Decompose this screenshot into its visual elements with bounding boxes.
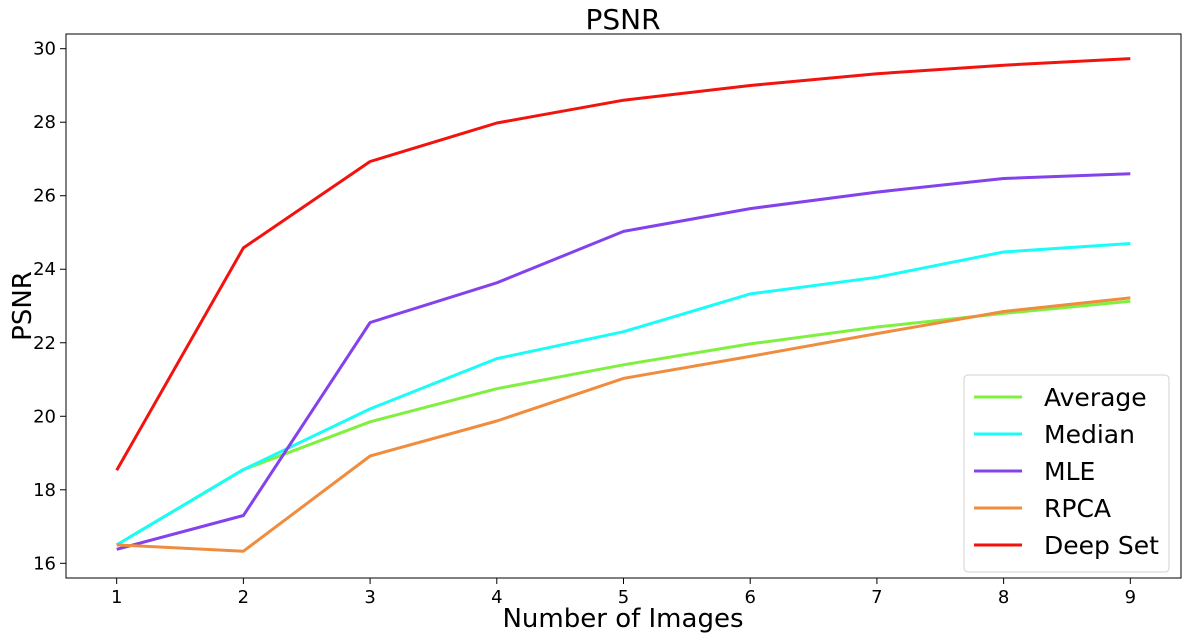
series-line-rpca — [116, 296, 1131, 553]
legend-box — [963, 374, 1170, 573]
x-tick-label: 4 — [491, 587, 502, 608]
x-tick-label: 7 — [871, 587, 882, 608]
y-tick-label: 24 — [33, 259, 56, 280]
y-axis: 16 18 20 22 24 26 28 30 — [33, 39, 66, 574]
y-tick-label: 20 — [33, 406, 56, 427]
x-axis: 1 2 3 4 5 6 7 8 9 — [111, 578, 1136, 608]
y-tick-label: 26 — [33, 186, 56, 207]
legend-label-deep-set: Deep Set — [1044, 531, 1159, 560]
series-line-mle — [116, 172, 1131, 551]
y-tick-label: 22 — [33, 333, 56, 354]
legend-label-median: Median — [1044, 420, 1135, 449]
chart-title: PSNR — [585, 3, 660, 36]
legend-label-average: Average — [1044, 383, 1147, 412]
x-axis-label: Number of Images — [502, 604, 743, 634]
x-tick-label: 9 — [1125, 587, 1136, 608]
plot-area — [115, 57, 1131, 553]
y-axis-label: PSNR — [8, 271, 38, 341]
series-line-deep-set — [115, 57, 1131, 472]
x-tick-label: 8 — [998, 587, 1009, 608]
x-tick-label: 6 — [744, 587, 755, 608]
legend: Average Median MLE RPCA Deep Set — [963, 374, 1170, 573]
y-tick-label: 30 — [33, 39, 56, 60]
x-tick-label: 5 — [618, 587, 629, 608]
y-tick-label: 16 — [33, 553, 56, 574]
y-tick-label: 18 — [33, 480, 56, 501]
x-tick-label: 2 — [238, 587, 249, 608]
y-tick-label: 28 — [33, 112, 56, 133]
legend-label-rpca: RPCA — [1044, 494, 1111, 523]
x-tick-label: 3 — [364, 587, 375, 608]
x-tick-label: 1 — [111, 587, 122, 608]
legend-label-mle: MLE — [1044, 457, 1095, 486]
